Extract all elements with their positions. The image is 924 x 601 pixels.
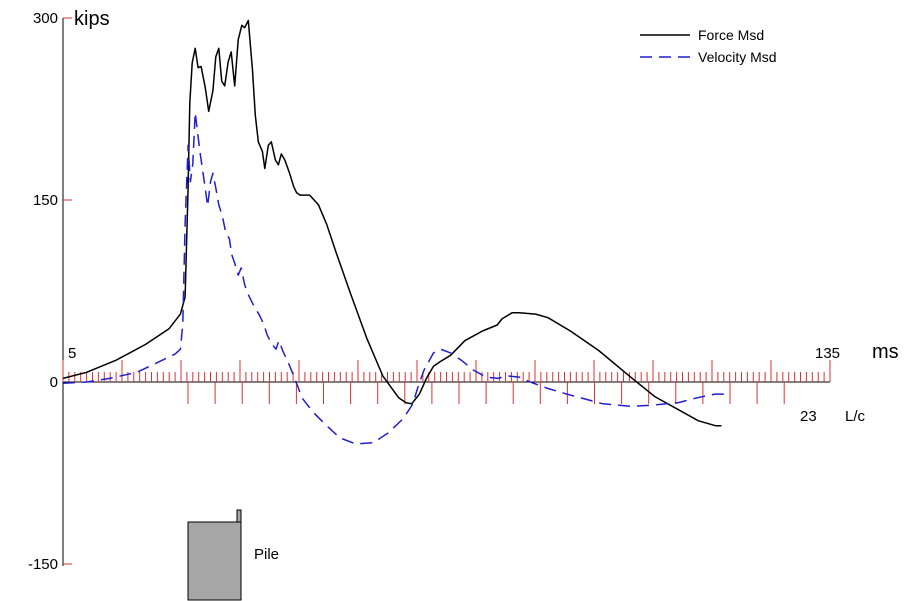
legend-label-velocity: Velocity Msd — [698, 49, 777, 65]
lc-end-label: 23 — [800, 408, 817, 425]
ms-start-label: 5 — [68, 345, 76, 362]
ms-end-label: 135 — [815, 345, 840, 362]
y-tick-label: 0 — [50, 374, 58, 391]
y-ticks: 300 150 0 -150 — [28, 10, 72, 573]
y-tick-label: 300 — [33, 10, 58, 27]
legend-label-force: Force Msd — [698, 27, 764, 43]
ms-ticks — [62, 360, 831, 382]
lc-ticks — [187, 382, 785, 404]
series-layer — [62, 19, 727, 445]
series-line-velocity — [62, 111, 727, 445]
y-tick-label: 150 — [33, 192, 58, 209]
y-axis-label: kips — [74, 8, 110, 30]
x-axis-label: ms — [872, 341, 899, 363]
pile-diagram: Pile — [187, 509, 279, 601]
series-line-force — [62, 19, 722, 427]
pile-body — [187, 521, 242, 601]
legend: Force Msd Velocity Msd — [640, 27, 777, 65]
y-tick-label: -150 — [28, 556, 58, 573]
lc-axis-label: L/c — [845, 408, 866, 425]
pile-head — [236, 509, 242, 523]
pile-label: Pile — [254, 546, 279, 563]
